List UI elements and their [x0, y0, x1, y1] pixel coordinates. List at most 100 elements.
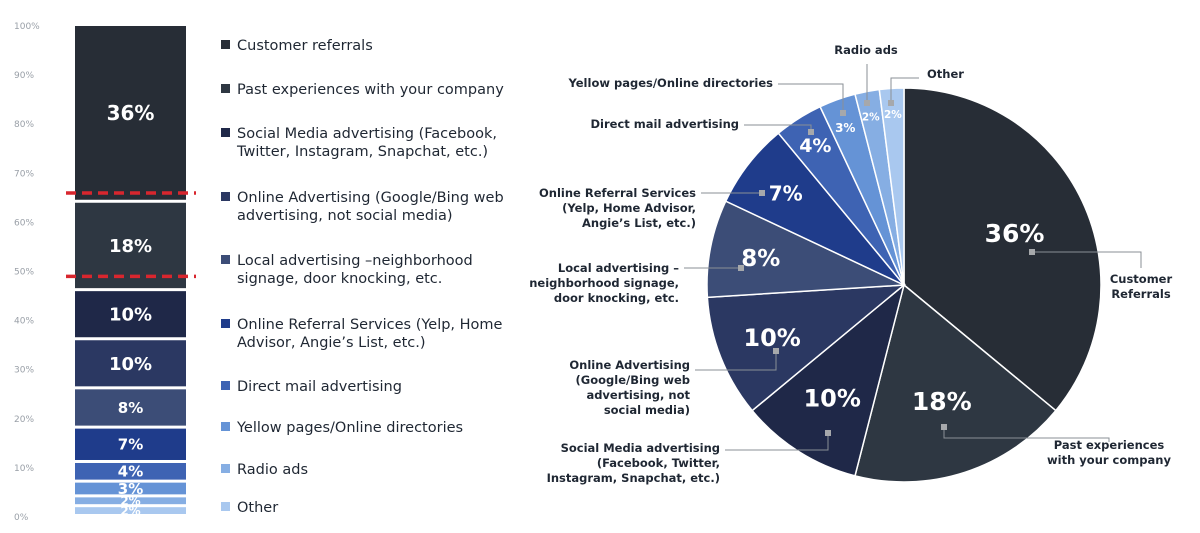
callout-label: Online Referral Services (Yelp, Home Advi… — [539, 186, 696, 230]
callout-label: Customer Referrals — [1110, 272, 1173, 301]
bar-segment — [75, 291, 186, 338]
y-tick-label: 70% — [14, 169, 34, 179]
legend-swatch — [221, 192, 230, 201]
legend-swatch — [221, 502, 230, 511]
bar-segment — [75, 497, 186, 505]
legend-swatch — [221, 84, 230, 93]
bar-segment-label: 2% — [120, 504, 140, 518]
bar-annotations — [66, 191, 196, 279]
callout-leader-line — [943, 427, 1110, 442]
legend-label: Other — [237, 500, 278, 516]
callout-marker — [888, 100, 894, 106]
bar-segment — [75, 507, 186, 514]
bar-segment-label: 4% — [118, 463, 143, 481]
bar-segment-label: 7% — [118, 436, 143, 454]
bar-segment — [75, 26, 186, 200]
pie-slice-label: 2% — [862, 112, 880, 124]
legend: Customer referrals Past experiences with … — [221, 38, 504, 516]
callout-marker — [1029, 249, 1035, 255]
legend-swatch — [221, 381, 230, 390]
bar-segment — [75, 482, 186, 495]
bar-segment-label: 8% — [118, 399, 143, 417]
bar-y-axis-ticks: 0% 10% 20% 30% 40% 50% 60% 70% 80% 90% 100% — [14, 22, 40, 523]
y-tick-label: 60% — [14, 218, 34, 228]
bar-segment-label: 2% — [120, 494, 140, 508]
y-tick-label: 10% — [14, 464, 34, 474]
callout-label: Online Advertising (Google/Bing web advert… — [569, 358, 690, 417]
pie-slice — [903, 87, 1102, 412]
legend-swatch — [221, 319, 230, 328]
pie-slice-label: 3% — [835, 121, 855, 135]
pie-chart: 36% 18% 10% 10% 8% 7% 4% 3% 2% 2% — [706, 87, 1102, 483]
pie-slice — [706, 284, 907, 412]
callout-label: Other — [927, 67, 964, 81]
legend-label: Online Advertising (Google/Bing web adver… — [237, 190, 504, 224]
legend-swatch — [221, 40, 230, 49]
legend-label: Local advertising –neighborhood signage, … — [237, 253, 473, 287]
callout-label: Direct mail advertising — [590, 117, 739, 131]
bar-segment-label: 36% — [107, 101, 155, 125]
bar-segment — [75, 202, 186, 289]
pie-slice-label: 4% — [799, 135, 831, 157]
legend-label: Direct mail advertising — [237, 379, 402, 395]
callout-leader-line — [725, 433, 829, 451]
callout-leader-line — [890, 77, 919, 103]
pie-slice — [706, 200, 905, 299]
y-tick-label: 90% — [14, 71, 34, 81]
callout-marker — [808, 129, 814, 135]
pie-slice — [878, 87, 905, 286]
legend-label: Radio ads — [237, 462, 308, 478]
callout-marker — [825, 430, 831, 436]
callout-marker — [864, 100, 870, 106]
callout-marker — [941, 424, 947, 430]
pie-slice-label: 36% — [985, 219, 1045, 248]
bar-segment — [75, 428, 186, 460]
bar-segment — [75, 340, 186, 387]
bar-segment — [75, 462, 186, 480]
y-tick-label: 80% — [14, 120, 34, 130]
legend-swatch — [221, 255, 230, 264]
pie-slice-label: 7% — [769, 181, 803, 205]
callout-marker — [773, 348, 779, 354]
pie-slice-label: 8% — [741, 246, 780, 272]
callout-label: Yellow pages/Online directories — [567, 76, 773, 90]
legend-swatch — [221, 422, 230, 431]
legend-swatch — [221, 464, 230, 473]
y-tick-label: 20% — [14, 415, 34, 425]
callout-marker — [738, 265, 744, 271]
callout-label: Radio ads — [834, 43, 898, 57]
y-tick-label: 50% — [14, 268, 34, 278]
bar-segment — [75, 389, 186, 426]
callout-marker — [759, 190, 765, 196]
callout-label: Past experiences with your company — [1047, 438, 1171, 467]
pie-slice-label: 2% — [884, 109, 902, 121]
callout-leader-line — [695, 351, 777, 371]
y-tick-label: 100% — [14, 22, 40, 32]
pie-callouts: Customer Referrals Past experiences with yo… — [529, 43, 1172, 485]
pie-slice — [854, 283, 1057, 483]
pie-slice-label: 10% — [743, 324, 800, 352]
legend-label: Past experiences with your company — [237, 82, 504, 98]
pie-slice-label: 10% — [803, 385, 860, 413]
bar-segment-label: 10% — [109, 305, 152, 326]
pie-slice — [751, 282, 906, 477]
legend-label: Online Referral Services (Yelp, Home Advi… — [237, 317, 503, 351]
bar-segment-label: 18% — [109, 236, 152, 257]
legend-swatch — [221, 128, 230, 137]
callout-leader-line — [778, 83, 844, 113]
bar-segment-label: 10% — [109, 354, 152, 375]
legend-label: Social Media advertising (Facebook, Twitt… — [236, 126, 497, 160]
stacked-bar: 2%2%3%4%7%8%10%10%18%36% — [75, 26, 186, 518]
legend-label: Customer referrals — [237, 38, 373, 54]
callout-label: Social Media advertising (Facebook, Twitt… — [547, 441, 720, 485]
callout-label: Local advertising – neighborhood signage,… — [529, 261, 679, 305]
bar-segment-label: 3% — [118, 480, 143, 498]
callout-leader-line — [1032, 251, 1142, 268]
y-tick-label: 30% — [14, 366, 34, 376]
legend-label: Yellow pages/Online directories — [236, 420, 463, 436]
callout-marker — [840, 110, 846, 116]
pie-slice-label: 18% — [912, 387, 972, 416]
y-tick-label: 0% — [14, 513, 29, 523]
y-tick-label: 40% — [14, 317, 34, 327]
